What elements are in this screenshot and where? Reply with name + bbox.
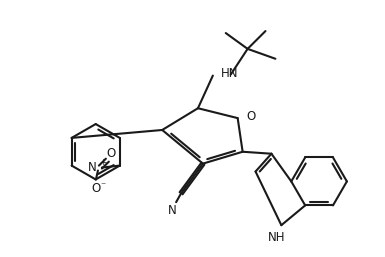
- Text: NH: NH: [268, 231, 285, 244]
- Text: N: N: [168, 204, 177, 217]
- Text: O: O: [91, 182, 100, 195]
- Text: O: O: [247, 110, 256, 123]
- Text: N: N: [88, 161, 97, 174]
- Text: +: +: [99, 158, 107, 167]
- Text: ⁻: ⁻: [100, 181, 105, 191]
- Text: O: O: [106, 147, 115, 160]
- Text: HN: HN: [221, 67, 238, 80]
